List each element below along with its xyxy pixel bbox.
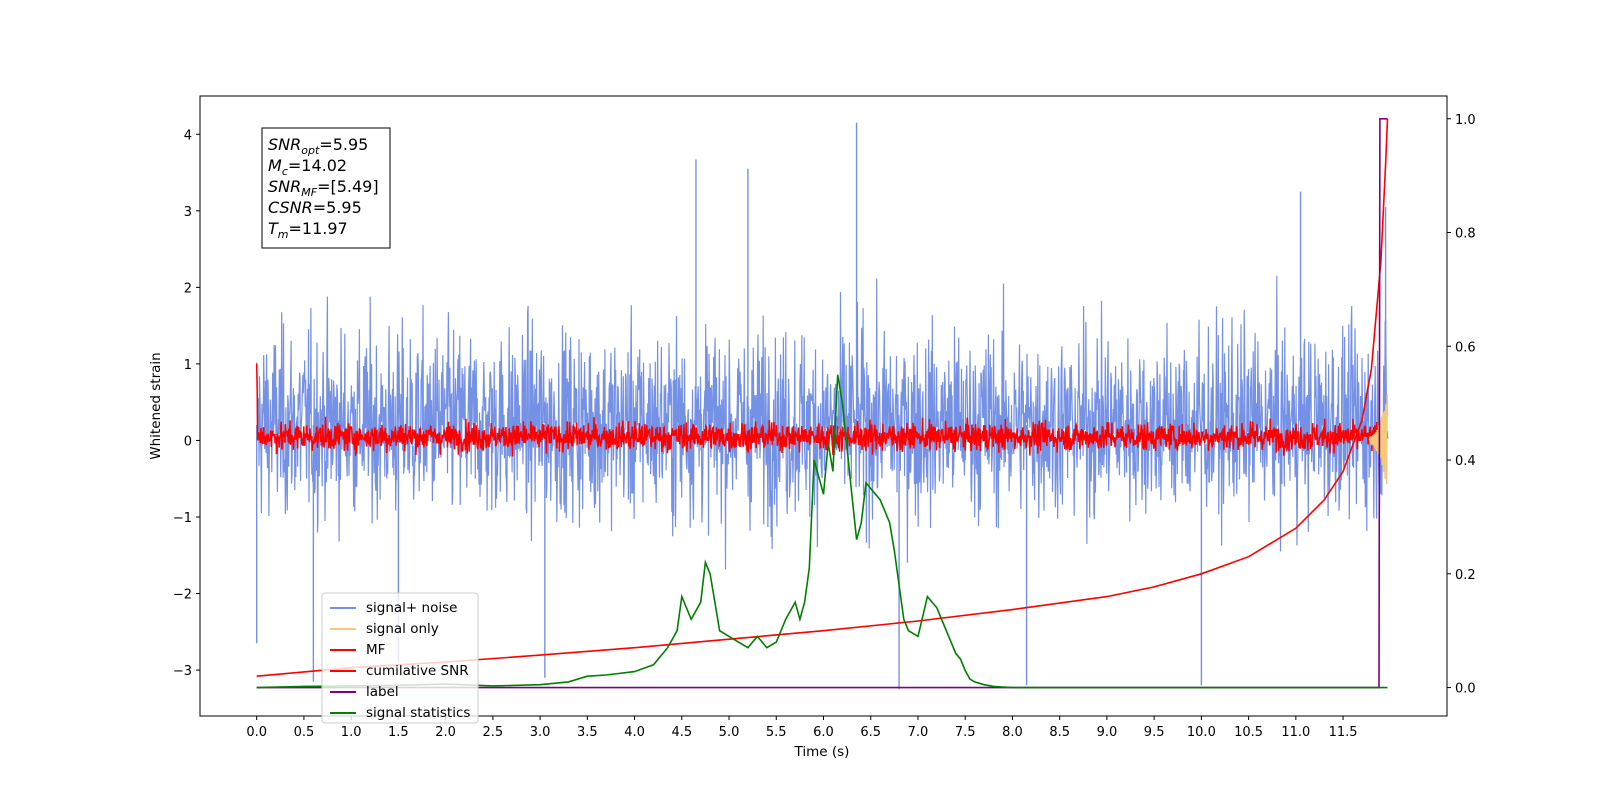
y2-tick-label: 0.2 [1455,568,1476,583]
legend-label: MF [366,642,385,658]
legend-label: cumilative SNR [366,663,469,679]
mf-series [255,363,1389,457]
x-tick-label: 9.5 [1144,725,1165,740]
legend-label: signal statistics [366,705,470,721]
info-box-frame [261,127,391,249]
x-tick-label: 11.5 [1329,725,1358,740]
right-axis-series [256,118,1389,689]
mf-line [255,363,1389,457]
x-axis: 0.0 0.5 1.0 1.5 2.0 2.5 3.0 3.5 4.0 4.5 5.0 5.5 6.0 6… [246,716,1358,740]
y-tick-label: 4 [184,128,192,143]
x-tick-label: 4.0 [624,725,645,740]
signal-noise-line [256,275,1389,570]
y-axis-left: 4 3 2 1 0 −1 −2 −3 [173,128,200,679]
y2-tick-label: 0.4 [1455,454,1476,469]
info-box-line: CSNR=5.95 [268,198,362,217]
info-box: SNRopt=5.95Mc=14.02SNRMF=[5.49]CSNR=5.95… [261,127,391,249]
x-tick-label: 6.0 [813,725,834,740]
cumilative-snr-line [256,118,1389,677]
legend-frame [321,592,479,724]
x-axis-label: Time (s) [794,744,850,760]
y-tick-label: −1 [173,511,192,526]
x-tick-label: 11.0 [1281,725,1310,740]
legend: signal+ noise signal only MF cumilative SNR… [321,592,479,724]
x-tick-label: 10.0 [1187,725,1216,740]
y2-tick-label: 0.6 [1455,340,1476,355]
y-axis-label: Whitened strain [148,352,164,459]
x-tick-label: 3.0 [530,725,551,740]
x-tick-label: 7.5 [955,725,976,740]
x-tick-label: 2.5 [483,725,504,740]
signal-noise-series [255,122,1389,690]
y-tick-label: 1 [184,358,192,373]
info-box-line: SNRopt=5.95 [268,135,368,157]
signal-statistics-line [256,374,1388,689]
x-tick-label: 0.0 [246,725,267,740]
y-tick-label: −2 [173,588,192,603]
legend-label: signal only [366,621,439,637]
y-axis-right: 1.0 0.8 0.6 0.4 0.2 0.0 [1447,113,1476,697]
y2-tick-label: 0.0 [1455,682,1476,697]
x-tick-label: 6.5 [860,725,881,740]
label-line [256,118,1388,689]
info-box-line: SNRMF=[5.49] [268,177,379,199]
info-box-line: Tm=11.97 [268,219,348,241]
x-tick-label: 0.5 [294,725,315,740]
x-tick-label: 5.5 [766,725,787,740]
x-tick-label: 3.5 [577,725,598,740]
x-tick-label: 2.0 [435,725,456,740]
x-tick-label: 8.0 [1002,725,1023,740]
y-tick-label: −3 [173,664,192,679]
x-tick-label: 10.5 [1234,725,1263,740]
x-tick-label: 7.0 [908,725,929,740]
x-tick-label: 4.5 [671,725,692,740]
legend-label: label [366,684,399,700]
x-tick-label: 1.0 [341,725,362,740]
y-tick-label: 0 [184,434,192,449]
info-box-line: Mc=14.02 [268,156,347,178]
y2-tick-label: 0.8 [1455,227,1476,242]
x-tick-label: 5.0 [719,725,740,740]
x-tick-label: 8.5 [1049,725,1070,740]
y-tick-label: 2 [184,281,192,296]
legend-label: signal+ noise [366,600,457,616]
x-tick-label: 1.5 [388,725,409,740]
x-tick-label: 9.0 [1097,725,1118,740]
y2-tick-label: 1.0 [1455,113,1476,128]
y-tick-label: 3 [184,205,192,220]
signal-only-line [1368,393,1389,485]
signal-only-series [1368,393,1389,485]
